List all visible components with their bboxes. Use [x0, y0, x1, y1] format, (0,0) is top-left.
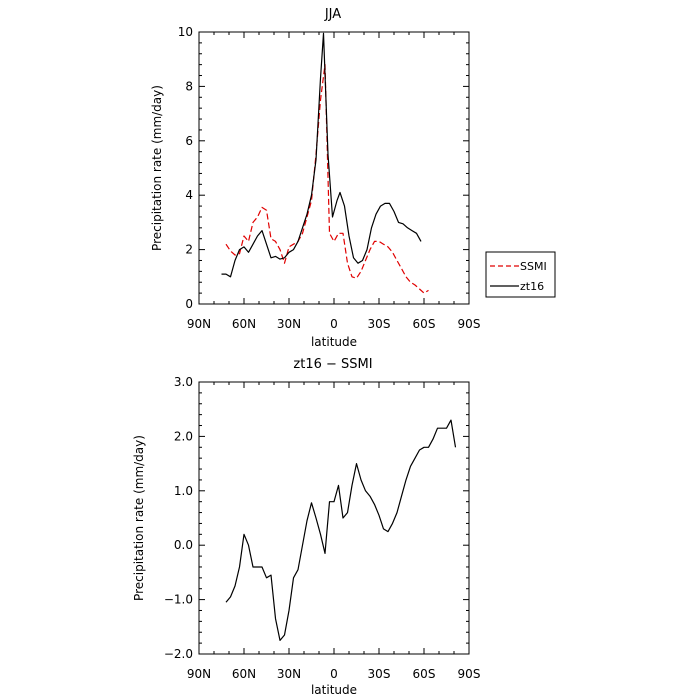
- top-x-tick-label: 0: [330, 317, 338, 331]
- top-y-tick-label: 10: [178, 25, 193, 39]
- bottom-series-lines: [225, 419, 457, 641]
- bottom-chart-title: zt16 − SSMI: [293, 357, 372, 372]
- top-y-tick-label: 2: [185, 243, 193, 257]
- bottom-x-tick-label: 90S: [458, 667, 481, 681]
- bottom-x-tick-label: 60N: [232, 667, 256, 681]
- top-y-tick-label: 8: [185, 79, 193, 93]
- top-x-tick-label: 90S: [458, 317, 481, 331]
- bottom-y-tick-label: −2.0: [164, 647, 193, 661]
- bottom-x-tick-label: 60S: [413, 667, 436, 681]
- top-x-tick-label: 60N: [232, 317, 256, 331]
- bottom-y-axis: −2.0 −1.0 0.0 1.0 2.0 3.0: [164, 375, 469, 661]
- top-x-tick-label: 30S: [368, 317, 391, 331]
- top-chart-title: JJA: [324, 7, 341, 22]
- chart-bottom: zt16 − SSMI −2.0 −1.0 0.0 1.0 2.0 3.0 90N 60N 3…: [132, 357, 480, 697]
- bottom-series-line-difference: [225, 419, 457, 641]
- top-y-axis-title: Precipitation rate (mm/day): [150, 85, 164, 251]
- top-y-axis: 0 2 4 6 8 10: [178, 25, 469, 311]
- bottom-y-tick-label: 3.0: [174, 375, 193, 389]
- bottom-x-tick-label: 30S: [368, 667, 391, 681]
- top-x-tick-label: 30N: [277, 317, 301, 331]
- bottom-plot-frame: [198, 381, 470, 655]
- top-series-line-ssmi: [225, 63, 429, 294]
- top-plot-frame: [198, 31, 470, 305]
- bottom-x-axis-title: latitude: [311, 683, 357, 697]
- bottom-x-tick-label: 90N: [187, 667, 211, 681]
- bottom-y-tick-label: 2.0: [174, 429, 193, 443]
- top-series-line-zt16: [221, 32, 422, 278]
- top-y-tick-label: 4: [185, 188, 193, 202]
- bottom-y-tick-label: 1.0: [174, 484, 193, 498]
- bottom-y-tick-label: 0.0: [174, 538, 193, 552]
- legend-box: [485, 251, 556, 298]
- legend-label-ssmi: SSMI: [520, 260, 547, 273]
- bottom-y-tick-label: −1.0: [164, 593, 193, 607]
- chart-top: JJA 0 2 4 6 8 10 90N 60N 30N 0 30S 60S 90S latitude…: [150, 7, 556, 349]
- legend: SSMI zt16: [485, 251, 556, 298]
- top-y-tick-label: 0: [185, 297, 193, 311]
- bottom-x-tick-label: 0: [330, 667, 338, 681]
- top-x-tick-label: 90N: [187, 317, 211, 331]
- bottom-x-axis: 90N 60N 30N 0 30S 60S 90S: [187, 382, 481, 681]
- top-y-tick-label: 6: [185, 134, 193, 148]
- top-series-lines: [221, 32, 429, 294]
- top-x-axis: 90N 60N 30N 0 30S 60S 90S: [187, 32, 481, 331]
- top-x-axis-title: latitude: [311, 335, 357, 349]
- legend-label-zt16: zt16: [520, 280, 544, 293]
- bottom-y-axis-title: Precipitation rate (mm/day): [132, 435, 146, 601]
- top-x-tick-label: 60S: [413, 317, 436, 331]
- bottom-x-tick-label: 30N: [277, 667, 301, 681]
